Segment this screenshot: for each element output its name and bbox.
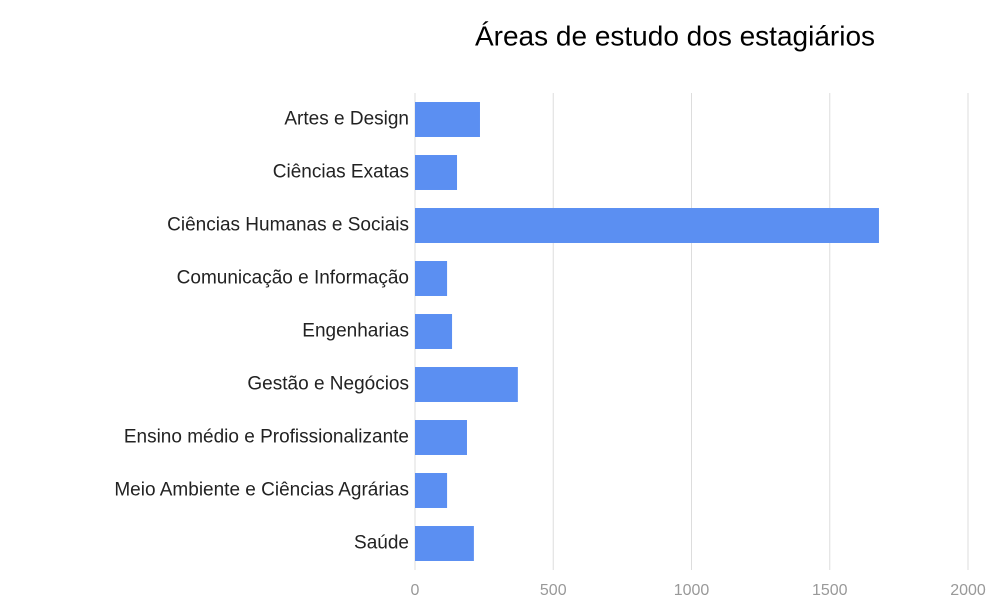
bar <box>415 155 458 190</box>
y-tick-label: Engenharias <box>302 321 409 342</box>
y-tick-label: Comunicação e Informação <box>177 268 409 289</box>
y-tick-label: Ciências Exatas <box>273 162 409 183</box>
x-tick-label: 1000 <box>674 582 710 599</box>
bar <box>415 473 448 508</box>
bar <box>415 526 474 561</box>
bar <box>415 314 453 349</box>
bar <box>415 208 879 243</box>
y-tick-label: Artes e Design <box>284 109 409 130</box>
y-tick-label: Ensino médio e Profissionalizante <box>124 427 409 448</box>
bar <box>415 367 518 402</box>
x-tick-label: 500 <box>540 582 567 599</box>
bar <box>415 261 448 296</box>
x-tick-label: 1500 <box>812 582 848 599</box>
y-tick-label: Ciências Humanas e Sociais <box>167 215 409 236</box>
y-tick-label: Saúde <box>354 533 409 554</box>
y-tick-label: Gestão e Negócios <box>247 374 409 395</box>
x-tick-label: 2000 <box>950 582 986 599</box>
bar <box>415 102 480 137</box>
x-tick-label: 0 <box>411 582 420 599</box>
y-tick-label: Meio Ambiente e Ciências Agrárias <box>114 480 409 501</box>
chart-title: Áreas de estudo dos estagiários <box>475 20 875 51</box>
bar <box>415 420 467 455</box>
